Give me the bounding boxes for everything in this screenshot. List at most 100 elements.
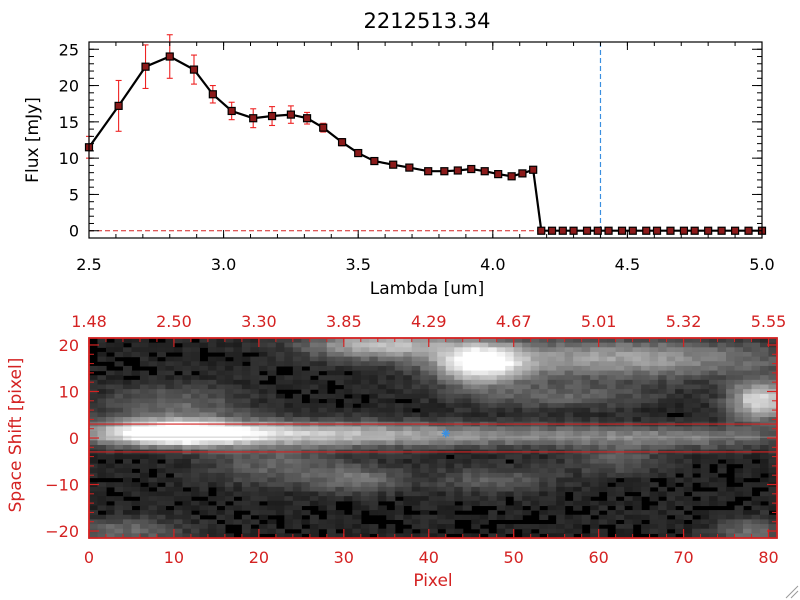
image-pixel bbox=[326, 365, 336, 372]
image-pixel bbox=[190, 426, 201, 432]
image-pixel bbox=[216, 528, 226, 534]
image-pixel bbox=[199, 384, 209, 390]
image-pixel bbox=[692, 510, 702, 516]
image-pixel bbox=[241, 444, 251, 451]
image-pixel bbox=[649, 412, 659, 418]
image-pixel bbox=[539, 458, 549, 465]
image-pixel bbox=[445, 510, 455, 516]
image-pixel bbox=[343, 356, 353, 362]
image-pixel bbox=[224, 468, 234, 474]
image-pixel bbox=[411, 393, 421, 400]
image-pixel bbox=[105, 496, 116, 502]
image-pixel bbox=[258, 393, 268, 400]
image-pixel bbox=[131, 435, 141, 441]
image-pixel bbox=[309, 417, 319, 423]
image-pixel bbox=[717, 356, 727, 362]
image-pixel bbox=[624, 533, 634, 539]
image-pixel bbox=[471, 351, 481, 358]
image-pixel bbox=[445, 472, 455, 479]
image-pixel bbox=[173, 468, 184, 474]
image-pixel bbox=[403, 463, 413, 469]
image-pixel bbox=[462, 486, 472, 493]
image-pixel bbox=[318, 403, 328, 409]
image-pixel bbox=[522, 510, 532, 516]
image-pixel bbox=[564, 431, 574, 437]
image-pixel bbox=[173, 361, 184, 367]
image-pixel bbox=[556, 412, 566, 418]
image-pixel bbox=[139, 417, 150, 423]
image-pixel bbox=[505, 393, 515, 400]
image-pixel bbox=[394, 458, 404, 465]
image-pixel bbox=[318, 440, 328, 446]
image-pixel bbox=[522, 524, 532, 530]
image-pixel bbox=[207, 524, 217, 530]
image-pixel bbox=[420, 454, 430, 460]
image-pixel bbox=[496, 379, 506, 386]
image-pixel bbox=[182, 370, 192, 376]
image-pixel bbox=[454, 389, 464, 395]
image-pixel bbox=[726, 379, 736, 386]
image-pixel bbox=[156, 524, 167, 530]
image-pixel bbox=[751, 524, 761, 530]
image-pixel bbox=[165, 389, 175, 395]
image-pixel bbox=[564, 361, 574, 367]
image-pixel bbox=[734, 370, 744, 376]
image-pixel bbox=[360, 389, 370, 395]
image-pixel bbox=[649, 384, 659, 390]
image-pixel bbox=[700, 365, 710, 372]
image-pixel bbox=[403, 458, 413, 465]
image-pixel bbox=[420, 496, 430, 502]
data-point bbox=[529, 165, 538, 174]
image-pixel bbox=[105, 468, 116, 474]
image-pixel bbox=[564, 375, 574, 381]
image-pixel bbox=[462, 375, 472, 381]
image-pixel bbox=[216, 338, 226, 344]
image-pixel bbox=[241, 365, 251, 372]
image-pixel bbox=[488, 398, 498, 404]
image-pixel bbox=[199, 370, 209, 376]
image-pixel bbox=[607, 463, 617, 469]
image-pixel bbox=[182, 417, 192, 423]
image-pixel bbox=[131, 444, 141, 451]
image-pixel bbox=[369, 426, 379, 432]
image-pixel bbox=[462, 338, 472, 344]
x-tick-label: 3.5 bbox=[345, 255, 370, 274]
image-pixel bbox=[216, 468, 226, 474]
image-pixel bbox=[250, 379, 260, 386]
image-pixel bbox=[743, 351, 753, 358]
image-pixel bbox=[658, 407, 668, 414]
image-pixel bbox=[386, 417, 396, 423]
image-pixel bbox=[241, 533, 251, 539]
image-pixel bbox=[122, 463, 133, 469]
image-pixel bbox=[352, 338, 362, 344]
image-pixel bbox=[556, 519, 566, 525]
image-pixel bbox=[182, 351, 192, 358]
image-pixel bbox=[207, 533, 217, 539]
image-pixel bbox=[216, 454, 226, 460]
image-pixel bbox=[692, 398, 702, 404]
image-pixel bbox=[471, 482, 481, 488]
image-pixel bbox=[284, 454, 294, 460]
image-pixel bbox=[326, 398, 336, 404]
image-pixel bbox=[615, 403, 625, 409]
image-pixel bbox=[309, 458, 319, 465]
image-pixel bbox=[471, 375, 481, 381]
data-point bbox=[666, 226, 675, 235]
image-pixel bbox=[428, 384, 438, 390]
image-pixel bbox=[522, 491, 532, 497]
image-pixel bbox=[454, 365, 464, 372]
image-pixel bbox=[403, 393, 413, 400]
image-pixel bbox=[768, 347, 778, 353]
image-pixel bbox=[165, 435, 175, 441]
resize-grip-icon[interactable] bbox=[785, 585, 799, 599]
image-pixel bbox=[241, 338, 251, 344]
image-pixel bbox=[250, 417, 260, 423]
image-pixel bbox=[318, 417, 328, 423]
image-pixel bbox=[335, 472, 345, 479]
image-pixel bbox=[377, 375, 387, 381]
image-pixel bbox=[726, 398, 736, 404]
image-pixel bbox=[437, 514, 447, 520]
image-pixel bbox=[182, 454, 192, 460]
image-pixel bbox=[360, 342, 370, 348]
